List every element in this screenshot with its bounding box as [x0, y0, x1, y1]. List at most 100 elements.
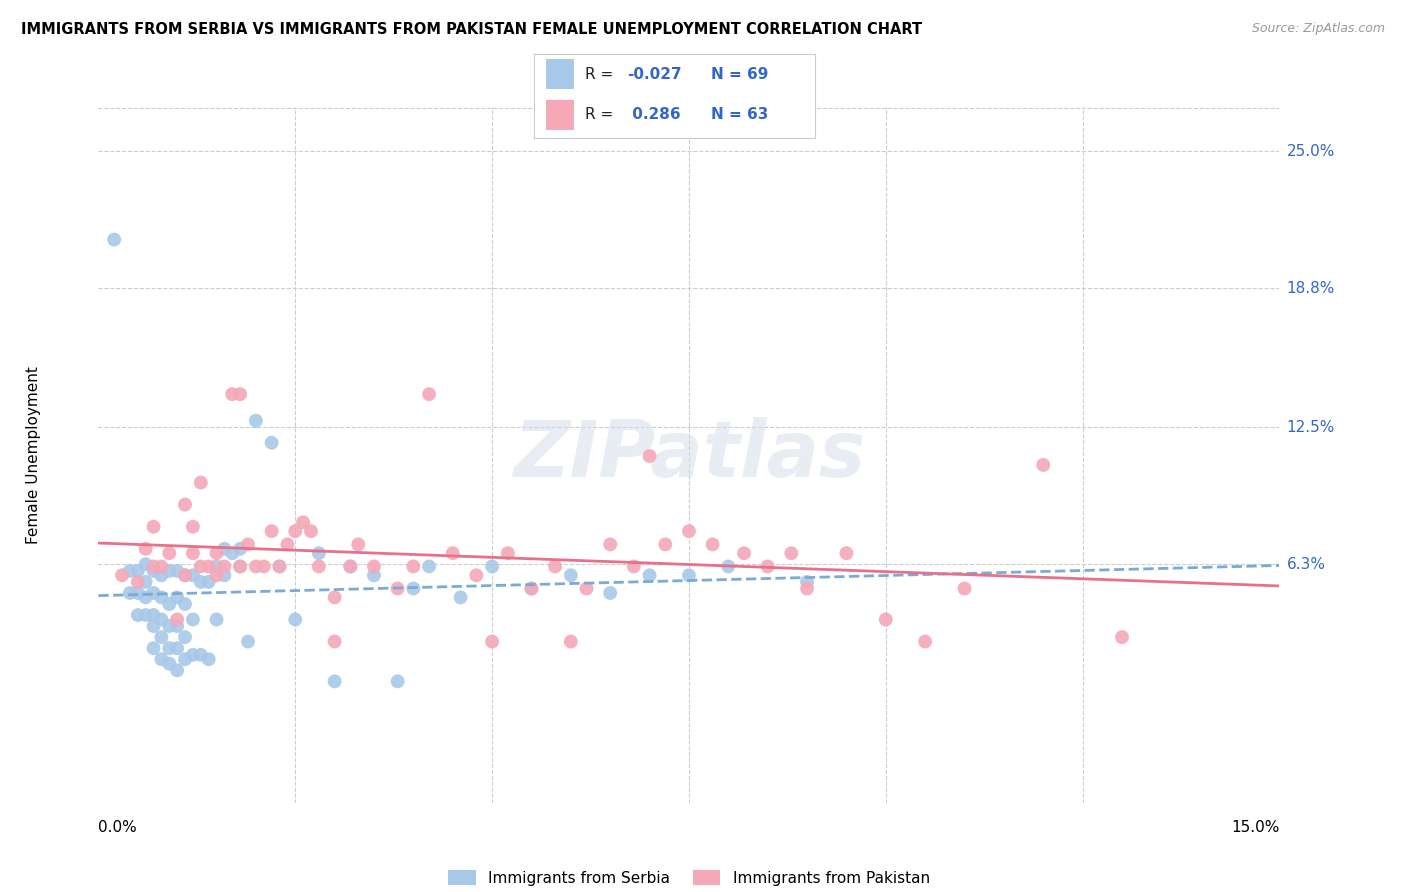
Point — [157, 619, 180, 633]
Point — [157, 546, 180, 560]
Point — [599, 537, 621, 551]
FancyBboxPatch shape — [546, 100, 574, 130]
Point — [229, 541, 252, 556]
Point — [166, 612, 188, 626]
Text: 15.0%: 15.0% — [1232, 821, 1279, 836]
Point — [142, 619, 165, 633]
Point — [174, 597, 197, 611]
Point — [1111, 630, 1133, 644]
Point — [174, 630, 197, 644]
Point — [560, 568, 582, 582]
Point — [205, 612, 228, 626]
Point — [339, 559, 361, 574]
Point — [402, 559, 425, 574]
Point — [135, 608, 157, 623]
Text: R =: R = — [585, 107, 619, 122]
Point — [150, 559, 173, 574]
Point — [236, 537, 259, 551]
Point — [441, 546, 464, 560]
Point — [623, 559, 645, 574]
Point — [181, 519, 204, 533]
Point — [678, 568, 700, 582]
Point — [221, 546, 243, 560]
Text: Female Unemployment: Female Unemployment — [25, 366, 41, 544]
Text: 0.0%: 0.0% — [98, 821, 138, 836]
Point — [197, 559, 219, 574]
Text: 12.5%: 12.5% — [1286, 420, 1334, 434]
Point — [756, 559, 779, 574]
Point — [1032, 458, 1054, 472]
Point — [166, 663, 188, 677]
Point — [402, 582, 425, 596]
Point — [323, 591, 346, 605]
Point — [142, 641, 165, 656]
Point — [260, 435, 283, 450]
Point — [174, 568, 197, 582]
Point — [111, 568, 134, 582]
Point — [780, 546, 803, 560]
Point — [465, 568, 488, 582]
Point — [678, 524, 700, 538]
Point — [142, 559, 165, 574]
Point — [118, 564, 141, 578]
Text: N = 63: N = 63 — [711, 107, 769, 122]
Point — [142, 564, 165, 578]
Point — [299, 524, 322, 538]
Point — [118, 586, 141, 600]
Point — [150, 591, 173, 605]
Point — [174, 498, 197, 512]
Point — [269, 559, 291, 574]
Point — [418, 387, 440, 401]
Point — [229, 559, 252, 574]
Point — [135, 574, 157, 589]
Point — [214, 541, 236, 556]
Point — [190, 648, 212, 662]
Point — [150, 612, 173, 626]
Point — [166, 564, 188, 578]
Point — [166, 591, 188, 605]
Point — [796, 582, 818, 596]
Point — [323, 634, 346, 648]
Point — [308, 559, 330, 574]
Point — [520, 582, 543, 596]
Point — [253, 559, 276, 574]
Point — [638, 568, 661, 582]
Point — [150, 630, 173, 644]
Point — [654, 537, 676, 551]
Point — [914, 634, 936, 648]
Point — [236, 634, 259, 648]
Point — [284, 612, 307, 626]
Text: -0.027: -0.027 — [627, 67, 682, 82]
Point — [418, 559, 440, 574]
Legend: Immigrants from Serbia, Immigrants from Pakistan: Immigrants from Serbia, Immigrants from … — [449, 870, 929, 886]
Point — [363, 568, 385, 582]
Text: 25.0%: 25.0% — [1286, 144, 1334, 159]
Point — [875, 612, 897, 626]
Point — [174, 568, 197, 582]
Point — [157, 597, 180, 611]
Text: Source: ZipAtlas.com: Source: ZipAtlas.com — [1251, 22, 1385, 36]
Point — [245, 559, 267, 574]
Point — [103, 233, 125, 247]
Point — [127, 608, 149, 623]
Point — [135, 591, 157, 605]
Text: R =: R = — [585, 67, 619, 82]
Point — [127, 564, 149, 578]
Point — [276, 537, 298, 551]
Point — [245, 414, 267, 428]
Text: N = 69: N = 69 — [711, 67, 769, 82]
Point — [127, 574, 149, 589]
Point — [323, 674, 346, 689]
Point — [260, 524, 283, 538]
Point — [387, 674, 409, 689]
Point — [717, 559, 740, 574]
Point — [181, 568, 204, 582]
Point — [174, 652, 197, 666]
Point — [181, 612, 204, 626]
Point — [205, 546, 228, 560]
Point — [142, 608, 165, 623]
Point — [166, 641, 188, 656]
Point — [560, 634, 582, 648]
Point — [197, 574, 219, 589]
Point — [269, 559, 291, 574]
